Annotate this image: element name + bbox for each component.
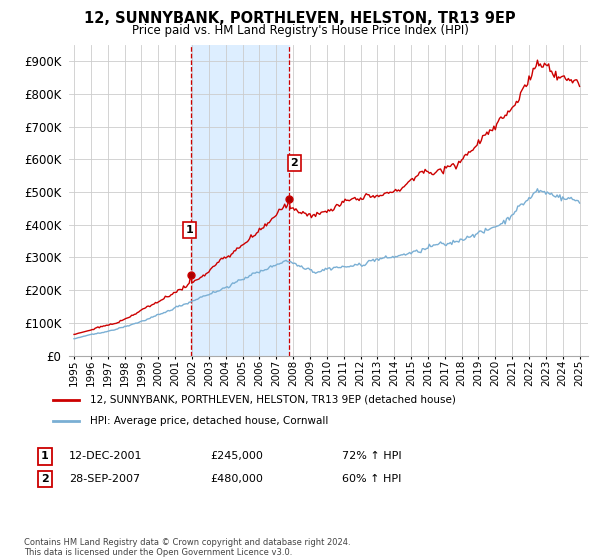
Text: £245,000: £245,000 xyxy=(210,451,263,461)
Bar xyxy=(191,45,289,356)
Text: Price paid vs. HM Land Registry's House Price Index (HPI): Price paid vs. HM Land Registry's House … xyxy=(131,24,469,36)
Text: HPI: Average price, detached house, Cornwall: HPI: Average price, detached house, Corn… xyxy=(89,416,328,426)
Text: 1: 1 xyxy=(185,225,193,235)
Text: 2: 2 xyxy=(290,158,298,168)
Text: Contains HM Land Registry data © Crown copyright and database right 2024.
This d: Contains HM Land Registry data © Crown c… xyxy=(24,538,350,557)
Text: 2: 2 xyxy=(41,474,49,484)
Text: 60% ↑ HPI: 60% ↑ HPI xyxy=(342,474,401,484)
Text: 28-SEP-2007: 28-SEP-2007 xyxy=(69,474,140,484)
Text: £480,000: £480,000 xyxy=(210,474,263,484)
Text: 12, SUNNYBANK, PORTHLEVEN, HELSTON, TR13 9EP (detached house): 12, SUNNYBANK, PORTHLEVEN, HELSTON, TR13… xyxy=(89,395,455,405)
Text: 12-DEC-2001: 12-DEC-2001 xyxy=(69,451,143,461)
Text: 12, SUNNYBANK, PORTHLEVEN, HELSTON, TR13 9EP: 12, SUNNYBANK, PORTHLEVEN, HELSTON, TR13… xyxy=(84,11,516,26)
Text: 72% ↑ HPI: 72% ↑ HPI xyxy=(342,451,401,461)
Text: 1: 1 xyxy=(41,451,49,461)
